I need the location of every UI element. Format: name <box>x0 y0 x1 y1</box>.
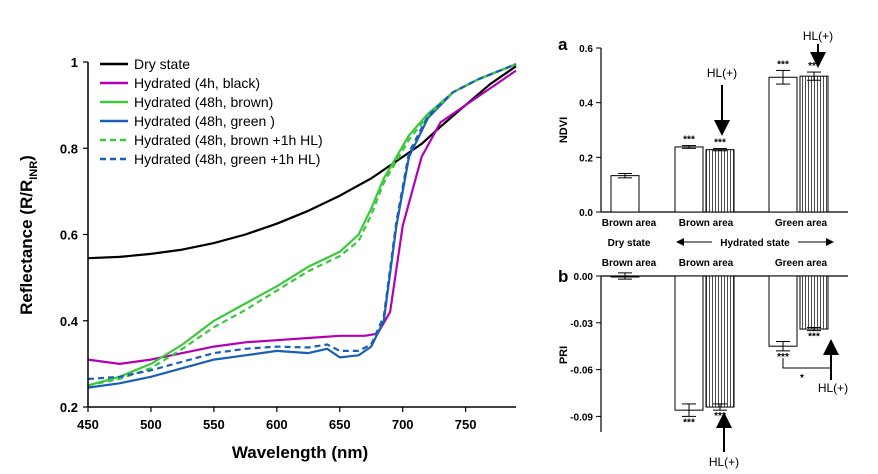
y-tick-label: 0.00 <box>574 272 594 283</box>
pri-y-label: PRI <box>558 346 570 364</box>
spectra-x-tick-label: 750 <box>455 417 477 432</box>
significance-stars: *** <box>777 352 789 363</box>
spectra-y-tick-label: 0.2 <box>60 400 78 415</box>
legend-label-0: Dry state <box>134 56 190 72</box>
spectra-y-tick-label: 0.6 <box>60 228 78 243</box>
spectra-x-tick-label: 600 <box>266 417 288 432</box>
spectra-chart: 450 500 550 600 650 700 750 0.2 0.4 0.6 0.8 1 Wave… <box>17 55 517 462</box>
y-tick-label: -0.03 <box>570 319 593 330</box>
group-label-dry: Dry state <box>608 238 651 249</box>
bar-ndvi-1 <box>674 146 704 213</box>
y-tick-label: -0.06 <box>570 366 593 377</box>
pri-hl-label-green: HL(+) <box>818 381 848 395</box>
y-tick-label: 0.4 <box>579 99 593 110</box>
legend-label-1: Hydrated (4h, black) <box>134 75 260 91</box>
spectra-y-tick-label: 0.4 <box>60 314 79 329</box>
category-label: Brown area <box>679 258 734 269</box>
bar-pri-3 <box>768 275 798 347</box>
spectra-legend: Dry state Hydrated (4h, black) Hydrated (4… <box>100 56 323 167</box>
ndvi-hl-label-brown: HL(+) <box>707 66 737 80</box>
panel-label-a: a <box>558 35 568 54</box>
legend-label-2: Hydrated (48h, brown) <box>134 94 273 110</box>
spectra-x-label: Wavelength (nm) <box>232 443 368 462</box>
category-label: Brown area <box>679 218 734 229</box>
spectra-line-2 <box>87 63 517 387</box>
bar-pri-2 <box>705 275 735 408</box>
significance-stars: *** <box>683 135 695 146</box>
legend-label-3: Hydrated (48h, green ) <box>134 113 275 129</box>
bar-pri-1 <box>674 275 704 411</box>
bar-ndvi-4 <box>799 75 829 213</box>
bar-ndvi-0 <box>610 175 640 213</box>
ndvi-chart: a NDVI 0.0 0.2 0.4 0.6 *** *** *** *** Brown a… <box>558 29 848 249</box>
y-tick-label: 0.6 <box>579 44 593 55</box>
spectra-x-tick-label: 450 <box>77 417 99 432</box>
y-tick-label: 0.2 <box>579 153 593 164</box>
significance-stars: *** <box>777 59 789 70</box>
panel-label-b: b <box>558 267 568 286</box>
spectra-x-tick-label: 650 <box>329 417 351 432</box>
y-tick-label: 0.0 <box>579 208 593 219</box>
legend-label-4: Hydrated (48h, brown +1h HL) <box>134 132 323 148</box>
category-label: Green area <box>775 218 828 229</box>
category-label: Green area <box>775 258 828 269</box>
ndvi-hl-label-green: HL(+) <box>803 29 833 43</box>
significance-stars: *** <box>808 61 820 72</box>
ndvi-y-label: NDVI <box>558 117 570 143</box>
spectra-x-tick-label: 500 <box>140 417 162 432</box>
bar-ndvi-3 <box>768 76 798 213</box>
bar-pri-4 <box>799 275 829 330</box>
y-tick-label: -0.09 <box>570 412 593 423</box>
spectra-line-5 <box>87 63 517 381</box>
bar-ndvi-2 <box>705 149 735 213</box>
pri-hl-label-brown: HL(+) <box>709 455 739 469</box>
significance-stars: *** <box>714 138 726 149</box>
category-label: Brown area <box>602 258 657 269</box>
spectra-line-1 <box>87 69 517 365</box>
spectra-x-tick-label: 550 <box>203 417 225 432</box>
significance-stars: *** <box>683 417 695 428</box>
spectra-line-0 <box>87 65 517 260</box>
spectra-x-tick-label: 700 <box>392 417 414 432</box>
spectra-y-tick-label: 0.8 <box>60 141 78 156</box>
pri-chart: b PRI 0.00-0.03-0.06-0.09 ************ B… <box>558 258 848 469</box>
category-label: Brown area <box>602 218 657 229</box>
spectra-y-tick-label: 1 <box>71 55 78 70</box>
spectra-series <box>87 63 517 389</box>
pri-bracket-stars: * <box>800 373 804 384</box>
spectra-y-label: Reflectance (R/RINR) <box>17 155 40 315</box>
legend-label-5: Hydrated (48h, green +1h HL) <box>134 151 320 167</box>
significance-stars: *** <box>808 332 820 343</box>
group-label-hydrated: Hydrated state <box>720 238 790 249</box>
